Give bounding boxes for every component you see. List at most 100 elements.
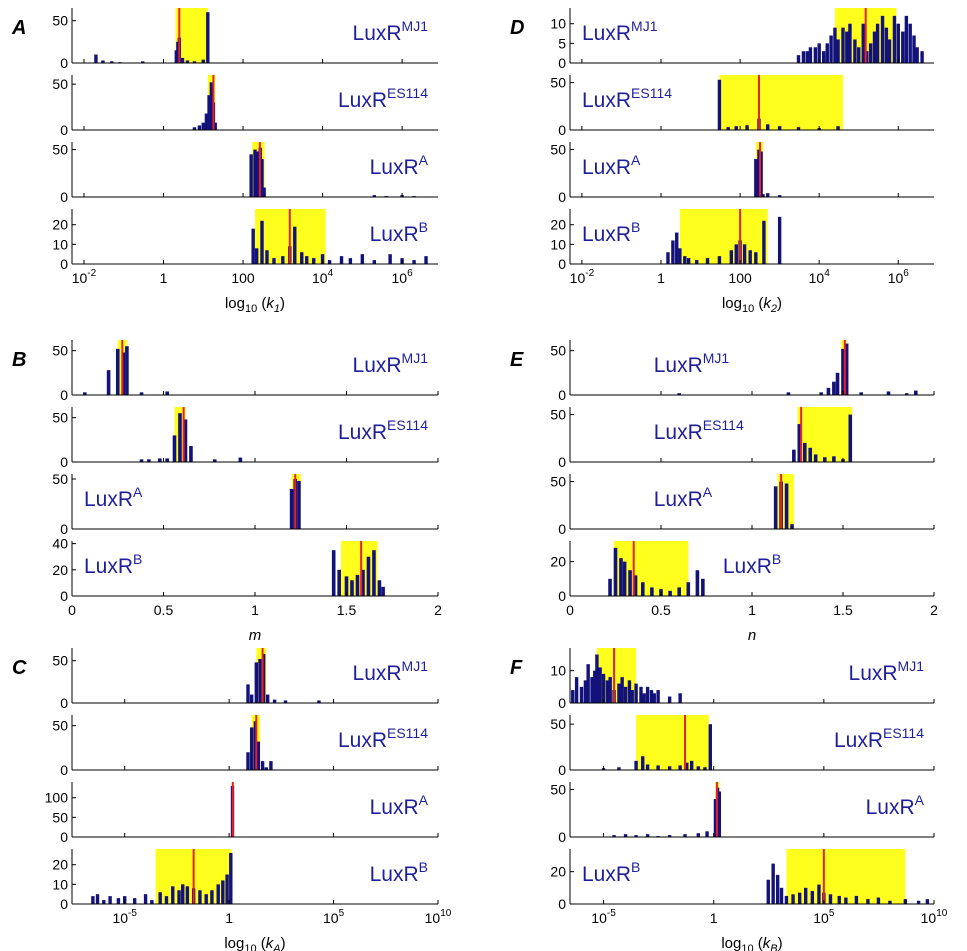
y-tick-label: 5 [558, 35, 566, 51]
variant-label: LuxRA [84, 484, 143, 511]
variant-base: LuxR [353, 354, 402, 377]
y-tick-label: 0 [558, 896, 566, 912]
histogram-bar [826, 387, 831, 395]
x-label-base: 10 [245, 303, 257, 315]
histogram-bar [896, 23, 900, 63]
histogram-bar [210, 890, 214, 904]
histogram-bar [265, 250, 269, 264]
histogram-bar [249, 727, 254, 770]
histogram-bar [729, 250, 734, 264]
x-tick-exponent: -5 [128, 908, 137, 919]
variant-label: LuxRMJ1 [353, 658, 429, 685]
x-tick-base: 0.5 [651, 602, 671, 618]
histogram-bar [229, 852, 233, 904]
x-label-paren: ( [257, 935, 266, 951]
histogram-bar [212, 459, 217, 462]
y-tick-label: 10 [550, 663, 566, 679]
subplot-a: 0 50 LuxRA [52, 471, 439, 537]
histogram-bar [835, 372, 840, 395]
histogram-bar [821, 51, 826, 63]
y-tick-label: 10 [52, 236, 68, 252]
variant-superscript: A [133, 484, 143, 500]
histogram-bar [617, 767, 621, 770]
x-tick-label: 1 [710, 910, 718, 926]
x-tick-label: 0 [68, 602, 76, 618]
histogram-bar [823, 457, 827, 462]
histogram-bar [192, 127, 197, 130]
histogram-bar [678, 693, 682, 703]
x-tick-exponent: 4 [824, 268, 830, 279]
variant-superscript: A [703, 484, 713, 500]
histogram-bar [344, 576, 349, 596]
histogram-bar [372, 260, 376, 264]
histogram-bar [183, 419, 188, 462]
x-tick-label: 2 [930, 602, 938, 618]
variant-base: LuxR [654, 488, 703, 511]
histogram-bar [139, 459, 144, 462]
histogram-bar [320, 254, 325, 264]
histogram-bar [810, 891, 815, 904]
histogram-bar [808, 447, 813, 462]
histogram-bar [666, 252, 670, 264]
histogram-bar [622, 561, 627, 596]
histogram-bar [613, 547, 618, 596]
histogram-bar [361, 569, 365, 596]
histogram-bar [717, 791, 722, 837]
histogram-bar [254, 248, 259, 264]
y-tick-label: 0 [60, 256, 68, 272]
histogram-bar [825, 43, 829, 63]
histogram-bar [696, 766, 701, 770]
histogram-bar [683, 834, 687, 837]
histogram-bar [667, 835, 672, 837]
histogram-bar [914, 390, 918, 395]
histogram-bar [254, 662, 259, 703]
variant-label: LuxRB [582, 859, 640, 886]
x-axis-label: log10 (k1) [225, 295, 285, 315]
histogram-bar [796, 55, 801, 63]
histogram-bar [652, 693, 656, 703]
histogram-bar [305, 256, 309, 264]
histogram-bar [859, 392, 863, 395]
y-tick-label: 0 [60, 695, 68, 711]
variant-base: LuxR [370, 156, 419, 179]
histogram-bar [595, 654, 599, 703]
histogram-bar [297, 481, 301, 529]
variant-base: LuxR [338, 421, 387, 444]
histogram-bar [201, 59, 205, 63]
variant-base: LuxR [654, 421, 703, 444]
histogram-bar [880, 15, 885, 63]
y-tick-label: 50 [550, 75, 566, 91]
histogram-bar [759, 151, 763, 197]
y-tick-label: 0 [558, 189, 566, 205]
histogram-bar [605, 680, 610, 703]
subplot-b: 0 20 40 LuxRB [52, 536, 439, 604]
x-tick-base: 1.5 [337, 602, 357, 618]
histogram-bar [601, 673, 606, 703]
x-tick-label: 1 [225, 910, 233, 926]
x-label-close: ) [778, 935, 783, 951]
histogram-bar [189, 446, 193, 462]
histogram-bar [94, 54, 98, 63]
x-label-log: log [224, 935, 244, 951]
variant-superscript: B [419, 859, 428, 875]
histogram-bar [583, 680, 588, 703]
y-tick-label: 0 [60, 454, 68, 470]
histogram-bar [207, 95, 211, 130]
panel-letter: A [11, 17, 26, 39]
y-tick-label: 50 [550, 716, 566, 732]
histogram-bar [717, 79, 722, 130]
x-tick-label: 10-2 [570, 268, 595, 286]
x-tick-base: 10 [813, 910, 829, 926]
histogram-bar [261, 653, 266, 703]
histogram-bar [656, 765, 660, 770]
histogram-bar [197, 125, 202, 130]
histogram-bar [641, 582, 645, 596]
variant-label: LuxRA [654, 484, 713, 511]
histogram-bar [797, 424, 802, 462]
variant-base: LuxR [370, 796, 419, 819]
histogram-bar [164, 896, 169, 904]
histogram-bar [805, 51, 809, 63]
histogram-bar [256, 741, 261, 770]
x-tick-base: 10 [72, 270, 88, 286]
variant-base: LuxR [723, 555, 772, 578]
